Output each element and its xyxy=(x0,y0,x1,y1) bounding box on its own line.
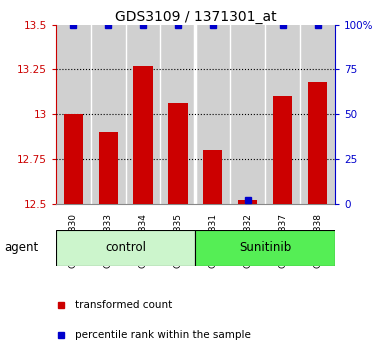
Text: Sunitinib: Sunitinib xyxy=(239,241,291,254)
Bar xyxy=(91,25,126,204)
Bar xyxy=(238,200,257,204)
Text: transformed count: transformed count xyxy=(75,299,172,310)
Bar xyxy=(126,25,161,204)
Bar xyxy=(265,25,300,204)
Bar xyxy=(308,82,327,204)
Bar xyxy=(56,230,195,266)
Bar xyxy=(230,25,265,204)
Bar xyxy=(56,25,91,204)
Bar xyxy=(203,150,223,204)
Text: percentile rank within the sample: percentile rank within the sample xyxy=(75,330,251,339)
Bar xyxy=(300,25,335,204)
Bar xyxy=(161,25,195,204)
Bar xyxy=(195,230,335,266)
Bar xyxy=(168,103,187,204)
Bar xyxy=(99,132,118,204)
Bar xyxy=(273,96,292,204)
Bar xyxy=(64,114,83,204)
Text: agent: agent xyxy=(4,241,38,254)
Text: control: control xyxy=(105,241,146,254)
Bar xyxy=(195,25,230,204)
Title: GDS3109 / 1371301_at: GDS3109 / 1371301_at xyxy=(115,10,276,24)
Bar xyxy=(134,66,152,204)
